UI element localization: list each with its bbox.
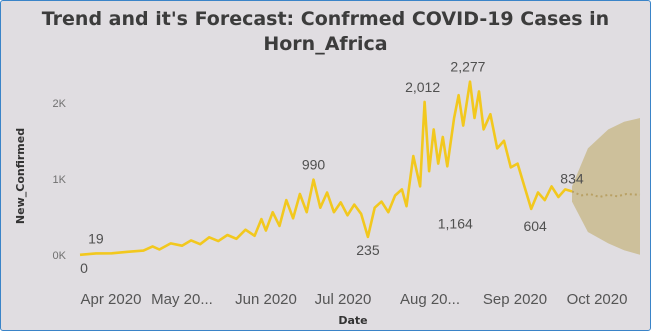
data-label: 2,277: [450, 59, 485, 75]
x-tick-label: May 20...: [151, 291, 213, 308]
data-label: 19: [88, 230, 104, 246]
forecast-confidence-band: [572, 118, 640, 255]
y-tick-label: 1K: [53, 174, 67, 186]
data-label: 1,164: [438, 215, 473, 231]
chart-title: Trend and it's Forecast: Confrmed COVID-…: [0, 7, 651, 57]
x-tick-label: Aug 20...: [400, 291, 460, 308]
y-tick-label: 0K: [53, 250, 67, 262]
data-label: 990: [302, 157, 326, 173]
x-tick-label: Apr 2020: [81, 291, 142, 308]
chart-title-line-2: Horn_Africa: [263, 33, 388, 55]
x-tick-label: Jun 2020: [235, 291, 297, 308]
y-axis-label: New_Confirmed: [14, 128, 27, 224]
x-axis-label: Date: [338, 314, 367, 327]
y-tick-label: 2K: [53, 98, 67, 110]
x-tick-label: Sep 2020: [483, 291, 547, 308]
series-line-0: [79, 80, 573, 257]
x-tick-label: Oct 2020: [567, 291, 628, 308]
forecast-line: [571, 190, 641, 199]
data-label: 0: [80, 260, 88, 276]
data-label: 834: [560, 170, 584, 186]
x-tick-label: Jul 2020: [315, 291, 372, 308]
data-label: 235: [356, 242, 380, 258]
data-label: 2,012: [405, 79, 440, 95]
chart-title-line-1: Trend and it's Forecast: Confrmed COVID-…: [41, 8, 610, 30]
data-label: 604: [523, 218, 547, 234]
